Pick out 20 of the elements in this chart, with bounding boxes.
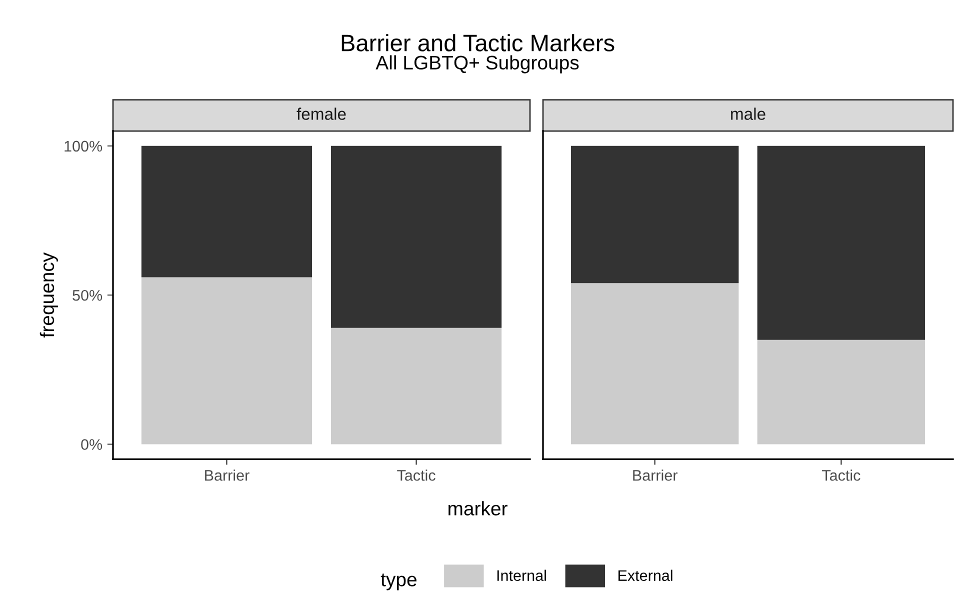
- text: All LGBTQ+ Subgroups: [376, 55, 579, 74]
- x-tick-label: Tactic: [822, 470, 860, 481]
- y-tick-label: 100%: [64, 140, 102, 152]
- legend-label: External: [618, 570, 672, 581]
- x-axis-title: marker: [448, 501, 508, 516]
- bar: [330, 146, 502, 328]
- y-tick-label: 50%: [72, 290, 102, 301]
- legend-title: type: [380, 574, 416, 590]
- bar: [141, 277, 312, 444]
- bar: [330, 328, 502, 444]
- chart-title: female: [296, 108, 346, 120]
- legend-label: Internal: [497, 570, 546, 581]
- bar: [141, 146, 312, 278]
- text: Barrier and Tactic Markers: [342, 34, 614, 52]
- y-axis-title: frequency: [40, 252, 58, 338]
- x-tick-label: Barrier: [205, 470, 250, 481]
- y-tick-label: 0%: [81, 439, 102, 450]
- x-tick-label: Barrier: [633, 470, 678, 481]
- x-tick-label: Tactic: [397, 470, 436, 481]
- chart-title: male: [731, 108, 766, 120]
